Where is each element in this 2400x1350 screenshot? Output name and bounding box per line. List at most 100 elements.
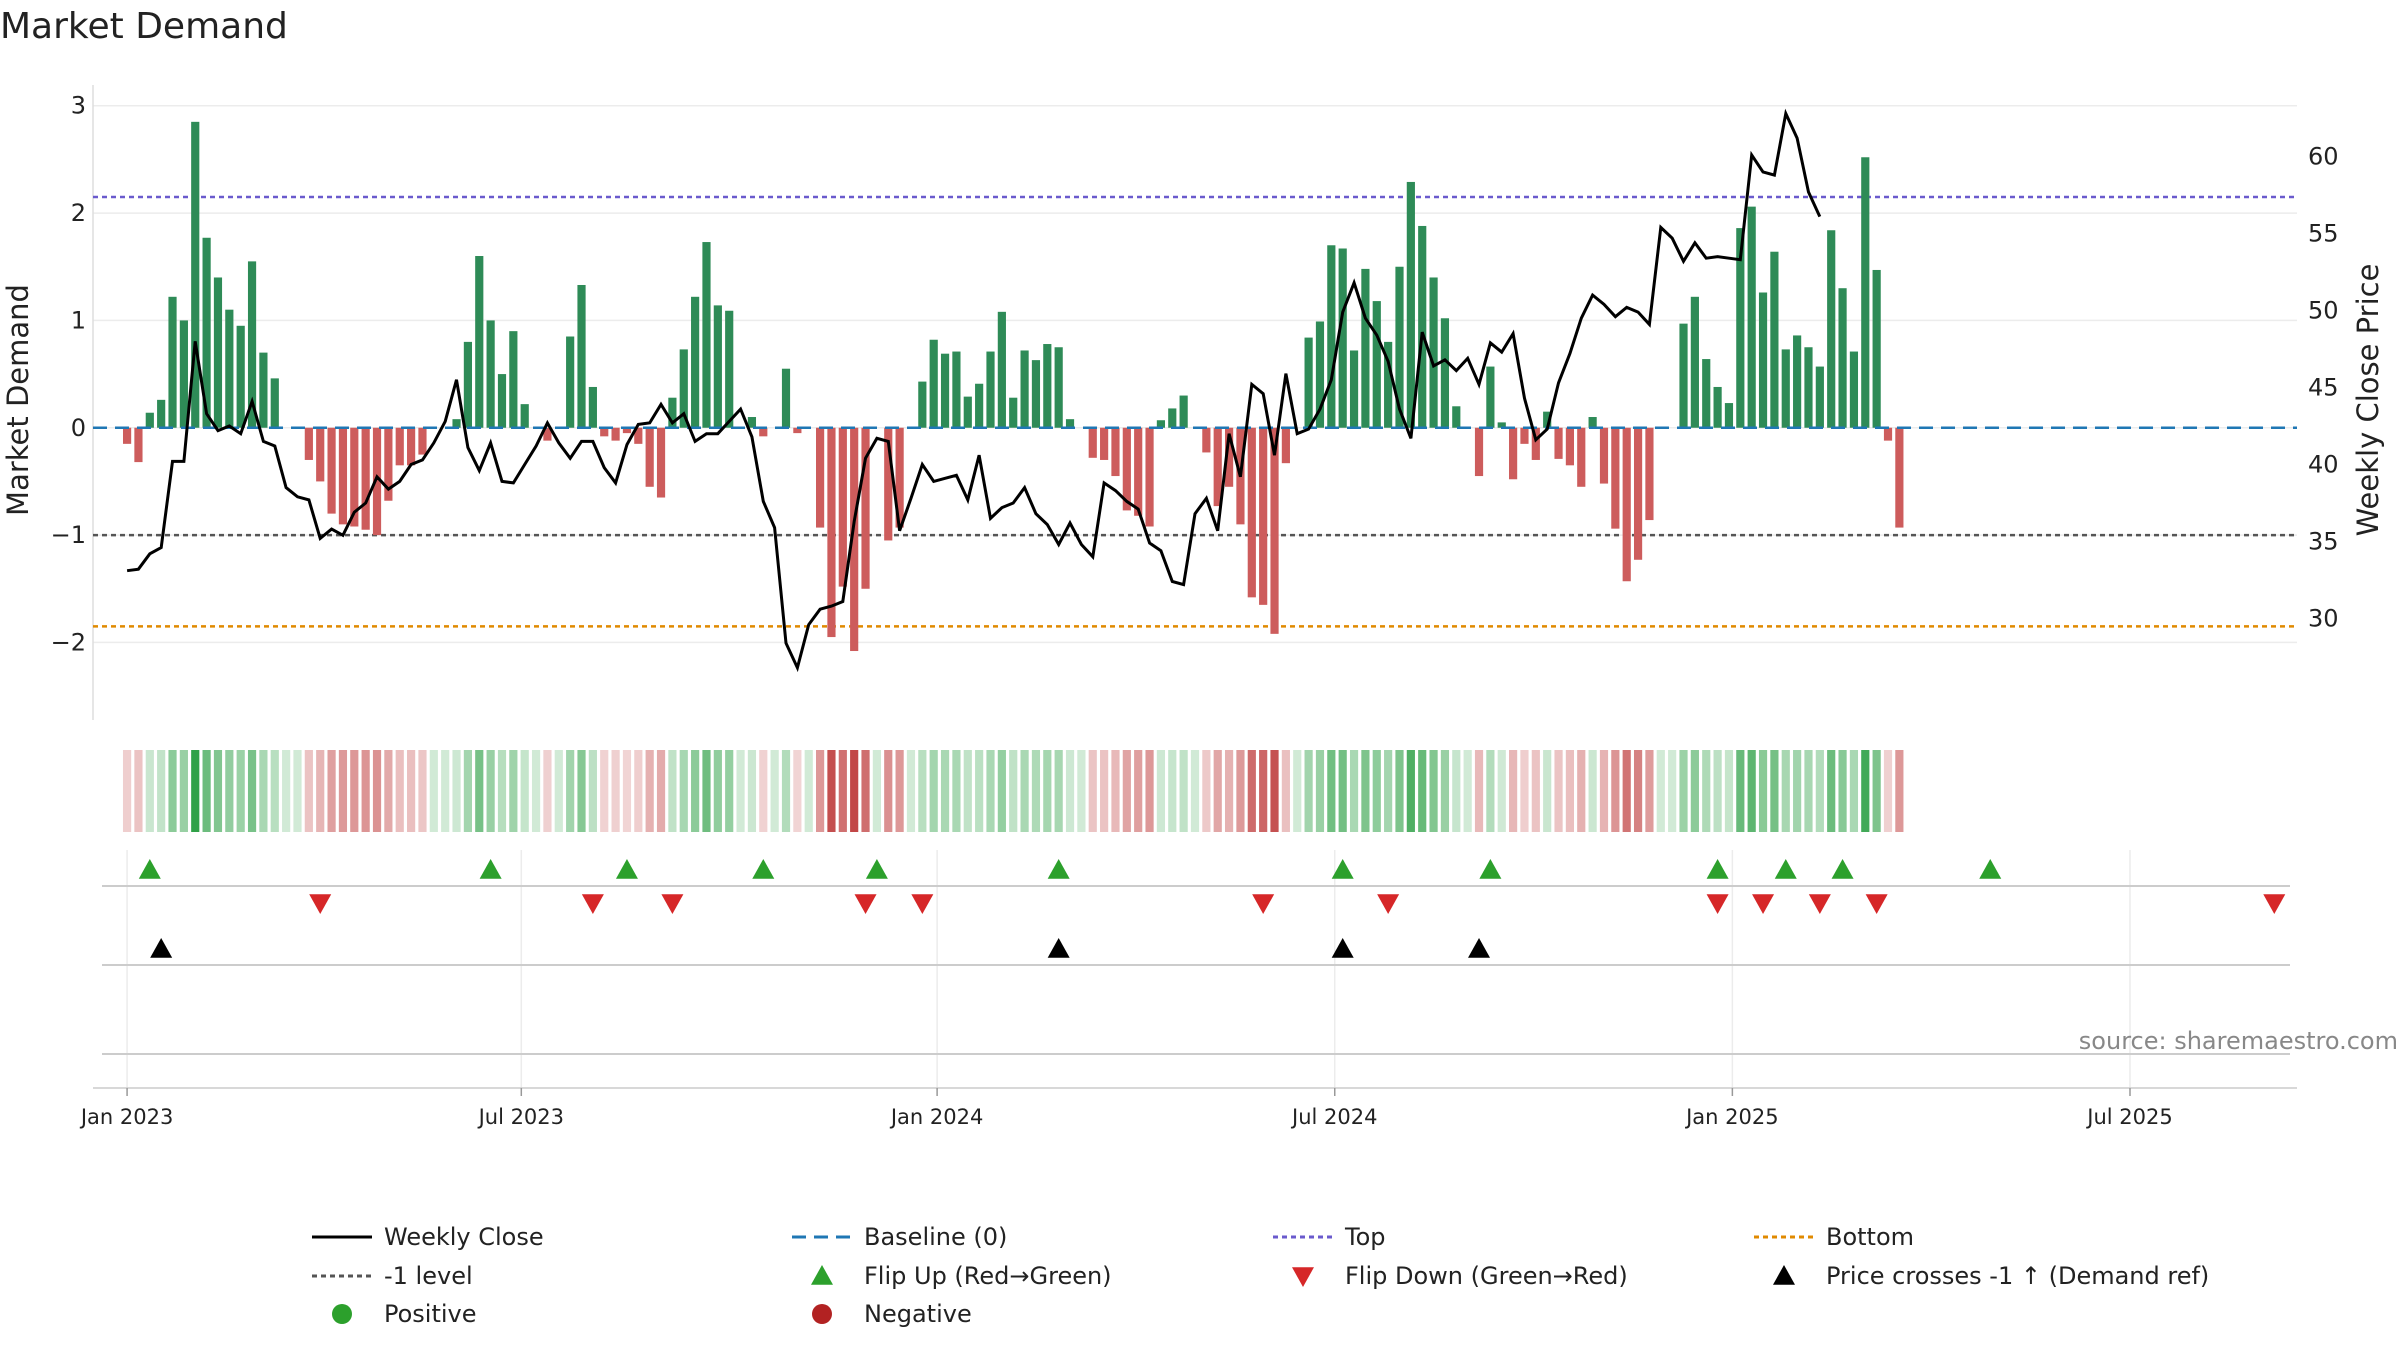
strip-cell [1474, 750, 1484, 832]
demand-bar [827, 427, 836, 638]
strip-cell [407, 750, 416, 832]
strip-cell [1440, 750, 1450, 832]
strip-cell [736, 750, 745, 832]
demand-bar [1270, 427, 1279, 634]
legend-item: Flip Down (Green→Red) [1292, 1262, 1628, 1290]
strip-cell [1633, 750, 1643, 832]
strip-cell [122, 750, 132, 832]
y-tick-label: −2 [51, 628, 86, 656]
demand-bar [781, 368, 791, 428]
demand-bar [952, 351, 961, 428]
strip-cell [1758, 750, 1768, 832]
flip-down-marker [1252, 894, 1275, 914]
strip-cell [554, 750, 563, 832]
weekly-close-line [126, 108, 1822, 673]
strip-cell [270, 750, 279, 832]
flip-up-marker [1331, 859, 1354, 879]
strip-cell [986, 750, 995, 832]
demand-bar [1509, 427, 1518, 480]
demand-bar [1611, 427, 1620, 529]
flip-down-marker [581, 894, 604, 914]
demand-bar [1781, 349, 1790, 428]
demand-bar [1474, 427, 1484, 477]
strip-cell [1486, 750, 1495, 832]
strip-cell [1793, 750, 1802, 832]
legend-item: Positive [332, 1300, 477, 1328]
strip-cell [202, 750, 211, 832]
legend: Weekly Close Baseline (0) Top Bottom -1 leve… [312, 1223, 2209, 1328]
strip-cell [1077, 750, 1086, 832]
strip-cell [645, 750, 654, 832]
strip-cell [940, 750, 950, 832]
demand-bar [997, 311, 1006, 428]
demand-bar [122, 427, 132, 444]
strip-cell [1054, 750, 1063, 832]
strip-cell [679, 750, 688, 832]
demand-bar [1804, 347, 1813, 428]
price-cross-marker [150, 938, 173, 958]
demand-bar [202, 237, 211, 428]
demand-bar [1009, 397, 1018, 428]
x-tick-label: Jan 2025 [1684, 1105, 1779, 1129]
demand-bar [884, 427, 893, 541]
demand-bar [1054, 347, 1063, 428]
demand-bar [1179, 395, 1188, 428]
strip-cell [1838, 750, 1847, 832]
demand-bar [1213, 427, 1222, 507]
flip-up-marker [1047, 859, 1070, 879]
strip-cell [441, 750, 450, 832]
legend-item: Price crosses -1 ↑ (Demand ref) [1773, 1262, 2209, 1290]
flip-down-marker [1706, 894, 1729, 914]
demand-bar [236, 325, 245, 428]
demand-bar [179, 320, 188, 428]
demand-bar [486, 320, 495, 428]
demand-bar [895, 427, 904, 528]
y-axis-label: Market Demand [1, 284, 35, 516]
strip-cell [1656, 750, 1665, 832]
legend-swatch [1773, 1265, 1795, 1285]
demand-bar [1827, 230, 1836, 428]
demand-bar [350, 427, 359, 527]
chart-title: Market Demand [0, 6, 288, 47]
strip-cell [1668, 750, 1677, 832]
strip-cell [1429, 750, 1438, 832]
strip-cell [1213, 750, 1222, 832]
demand-bar [1361, 268, 1370, 428]
demand-bar [361, 427, 370, 530]
strip-cell [316, 750, 325, 832]
strip-cell [952, 750, 961, 832]
strip-cell [1338, 750, 1347, 832]
demand-bar [1861, 157, 1870, 428]
demand-bar [463, 341, 472, 428]
legend-item: Baseline (0) [792, 1223, 1007, 1251]
strip-cell [1145, 750, 1154, 832]
demand-bar [1713, 386, 1722, 428]
strip-cell [1020, 750, 1029, 832]
demand-bar [407, 427, 416, 466]
strip-cell [634, 750, 643, 832]
strip-cell [1372, 750, 1381, 832]
demand-bar [1520, 427, 1529, 444]
strip-cell [770, 750, 779, 832]
demand-bar [1736, 228, 1745, 428]
demand-bar [1395, 266, 1404, 428]
demand-bar [759, 427, 768, 437]
y2-axis-ticks: 30 35 40 45 50 55 60 [2308, 143, 2339, 633]
strip-cell [1815, 750, 1824, 832]
demand-bar [1531, 427, 1540, 460]
demand-bar [395, 427, 404, 466]
strip-cell [1622, 750, 1631, 832]
demand-bar [418, 427, 427, 455]
demand-bar [1633, 427, 1643, 560]
demand-bar [1702, 359, 1711, 428]
strip-cell [1804, 750, 1813, 832]
flip-down-marker [911, 894, 934, 914]
strip-cell [225, 750, 234, 832]
flip-down-marker [2263, 894, 2286, 914]
flip-up-marker [1979, 859, 2002, 879]
demand-bar [1440, 318, 1450, 428]
strip-cell [384, 750, 393, 832]
strip-cell [1122, 750, 1131, 832]
demand-bar [691, 296, 700, 428]
strip-cell [1827, 750, 1836, 832]
